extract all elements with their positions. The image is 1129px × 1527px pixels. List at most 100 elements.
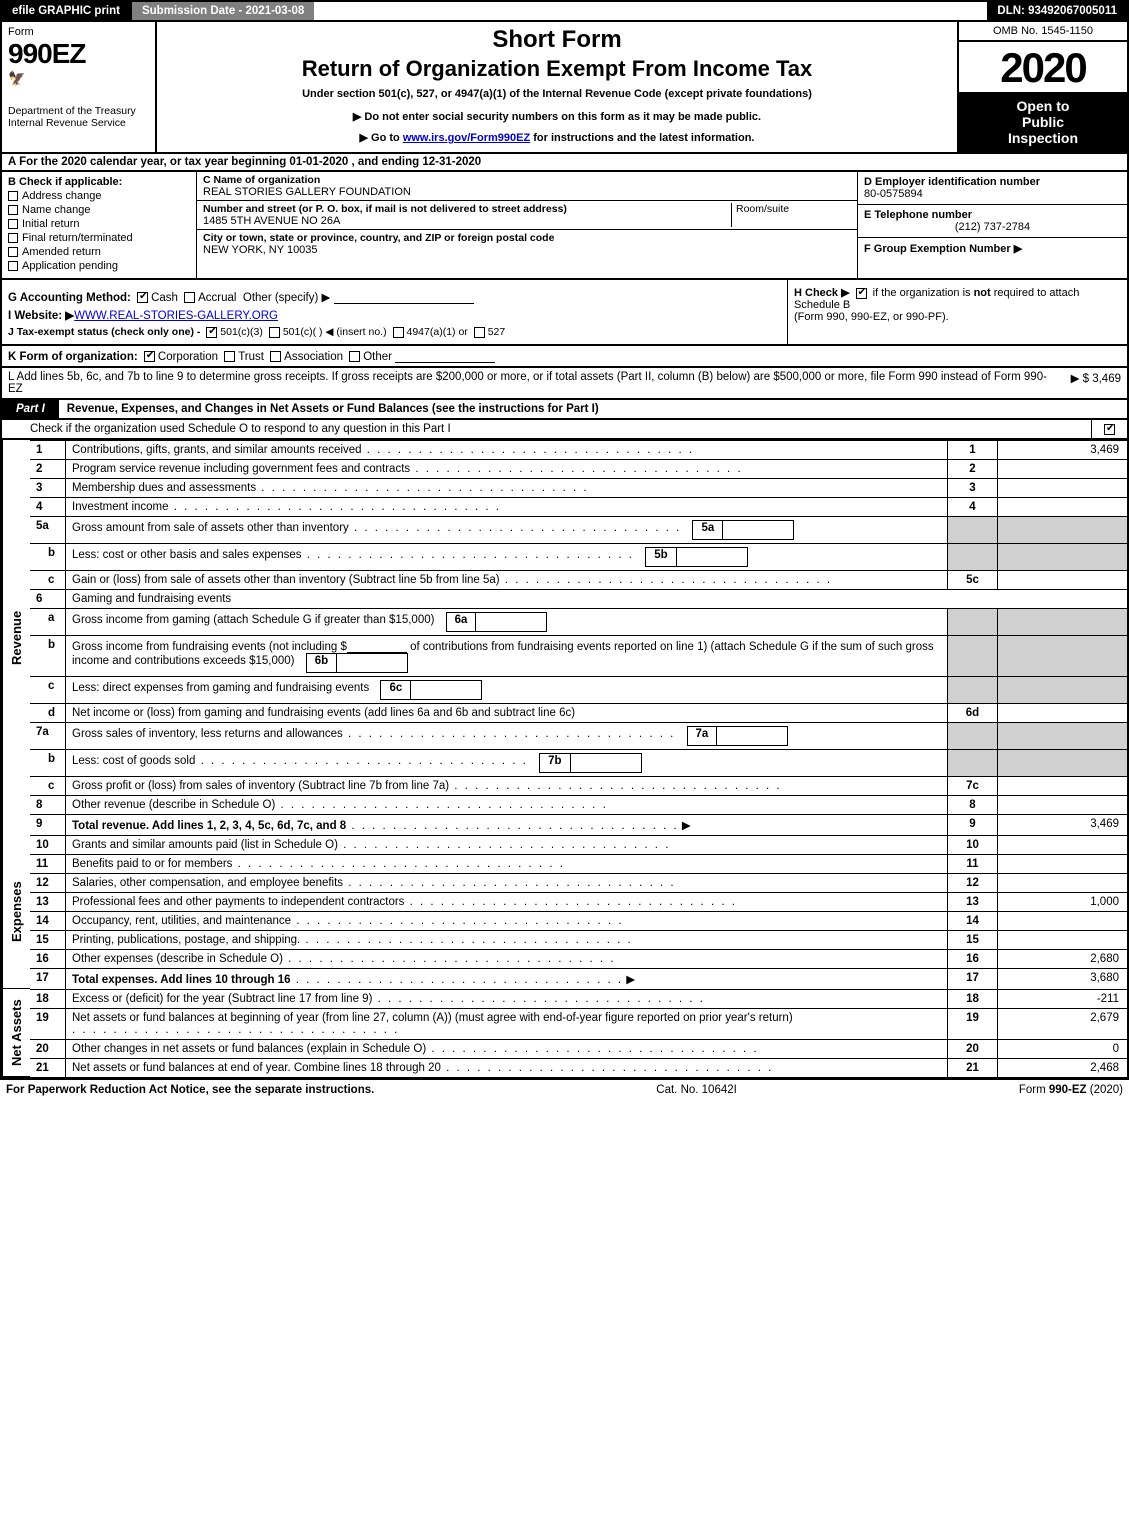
chk-final-return[interactable]: Final return/terminated <box>8 232 190 244</box>
row-a-tax-year: A For the 2020 calendar year, or tax yea… <box>0 154 1129 172</box>
open-to-public-badge: Open to Public Inspection <box>959 92 1127 152</box>
line-desc: Net assets or fund balances at beginning… <box>66 1008 947 1039</box>
chk-amended-return[interactable]: Amended return <box>8 246 190 258</box>
website-link[interactable]: WWW.REAL-STORIES-GALLERY.ORG <box>74 310 278 322</box>
phone-value: (212) 737-2784 <box>864 221 1121 233</box>
contributions-amount-field[interactable] <box>347 639 407 653</box>
line-num: 20 <box>30 1039 66 1058</box>
line-ref-shaded <box>947 516 997 543</box>
chk-address-change[interactable]: Address change <box>8 190 190 202</box>
line-desc: Other revenue (describe in Schedule O) <box>66 795 947 814</box>
line-value: 3,469 <box>997 814 1127 835</box>
chk-application-pending[interactable]: Application pending <box>8 260 190 272</box>
checkbox-icon <box>8 233 18 243</box>
line-ref-shaded <box>947 722 997 749</box>
chk-accrual[interactable] <box>184 292 195 303</box>
line-ref-shaded <box>947 749 997 776</box>
line-num: 5a <box>30 516 66 543</box>
footer-catalog: Cat. No. 10642I <box>656 1084 737 1096</box>
line-value <box>997 497 1127 516</box>
line-ref: 12 <box>947 873 997 892</box>
chk-schedule-b-not-required[interactable] <box>856 288 867 299</box>
top-bar: efile GRAPHIC print Submission Date - 20… <box>0 0 1129 22</box>
line-ref: 1 <box>947 440 997 459</box>
line-desc: Excess or (deficit) for the year (Subtra… <box>66 989 947 1008</box>
part-1-schedule-o-check: Check if the organization used Schedule … <box>0 420 1129 440</box>
line-value: 0 <box>997 1039 1127 1058</box>
part-1-checkbox[interactable] <box>1091 420 1127 438</box>
line-desc: Benefits paid to or for members <box>66 854 947 873</box>
chk-corporation[interactable] <box>144 351 155 362</box>
efile-graphic-print[interactable]: efile GRAPHIC print <box>2 2 130 20</box>
footer-form-ref: Form 990-EZ (2020) <box>1019 1084 1123 1096</box>
f-label: F Group Exemption Number ▶ <box>864 242 1121 255</box>
e-label: E Telephone number <box>864 209 1121 221</box>
line-desc: Program service revenue including govern… <box>66 459 947 478</box>
open-to-line3: Inspection <box>963 130 1123 146</box>
gh-left: G Accounting Method: Cash Accrual Other … <box>2 280 787 344</box>
line-num: d <box>30 703 66 722</box>
line-num: 13 <box>30 892 66 911</box>
topbar-spacer <box>314 2 987 20</box>
line-desc: Less: cost or other basis and sales expe… <box>66 543 947 570</box>
line-num: 6 <box>30 589 66 608</box>
addr-label: Number and street (or P. O. box, if mail… <box>203 203 731 215</box>
line-ref: 8 <box>947 795 997 814</box>
line-num: 4 <box>30 497 66 516</box>
line-num: b <box>30 543 66 570</box>
line-desc-heading: Gaming and fundraising events <box>66 589 1127 608</box>
line-desc: Total expenses. Add lines 10 through 16 <box>66 968 947 989</box>
line-desc: Gain or (loss) from sale of assets other… <box>66 570 947 589</box>
line-ref: 5c <box>947 570 997 589</box>
chk-initial-return[interactable]: Initial return <box>8 218 190 230</box>
line-desc: Gross profit or (loss) from sales of inv… <box>66 776 947 795</box>
chk-501c3[interactable] <box>206 327 217 338</box>
line-desc: Total revenue. Add lines 1, 2, 3, 4, 5c,… <box>66 814 947 835</box>
chk-4947[interactable] <box>393 327 404 338</box>
chk-501c[interactable] <box>269 327 280 338</box>
chk-name-change[interactable]: Name change <box>8 204 190 216</box>
line-value <box>997 703 1127 722</box>
line-num: 18 <box>30 989 66 1008</box>
checkbox-icon <box>8 191 18 201</box>
net-assets-side-label: Net Assets <box>2 989 30 1077</box>
footer-left: For Paperwork Reduction Act Notice, see … <box>6 1084 374 1096</box>
subline-box: 6a <box>446 612 548 632</box>
line-desc: Membership dues and assessments <box>66 478 947 497</box>
section-c-name-address: C Name of organization REAL STORIES GALL… <box>197 172 857 278</box>
open-to-line2: Public <box>963 114 1123 130</box>
chk-association[interactable] <box>270 351 281 362</box>
line-num: 3 <box>30 478 66 497</box>
chk-527[interactable] <box>474 327 485 338</box>
irs-link[interactable]: www.irs.gov/Form990EZ <box>403 132 530 144</box>
line-value <box>997 930 1127 949</box>
line-ref-shaded <box>947 635 997 676</box>
chk-other-org[interactable] <box>349 351 360 362</box>
chk-trust[interactable] <box>224 351 235 362</box>
line-ref: 13 <box>947 892 997 911</box>
checkbox-icon <box>8 247 18 257</box>
line-ref-shaded <box>947 676 997 703</box>
line-ref: 15 <box>947 930 997 949</box>
line-desc: Gross amount from sale of assets other t… <box>66 516 947 543</box>
omb-number: OMB No. 1545-1150 <box>959 22 1127 42</box>
other-specify-field[interactable] <box>334 290 474 304</box>
h-text-1: H Check ▶ <box>794 287 850 299</box>
checkbox-icon <box>8 219 18 229</box>
line-ref: 3 <box>947 478 997 497</box>
line-ref: 2 <box>947 459 997 478</box>
line-ref: 4 <box>947 497 997 516</box>
revenue-side-label: Revenue <box>2 440 30 835</box>
city-label: City or town, state or province, country… <box>203 232 851 244</box>
chk-cash[interactable] <box>137 292 148 303</box>
line-num: 1 <box>30 440 66 459</box>
line-value: 2,680 <box>997 949 1127 968</box>
line-ref: 14 <box>947 911 997 930</box>
other-org-field[interactable] <box>395 349 495 363</box>
line-ref: 6d <box>947 703 997 722</box>
subline-box: 5b <box>645 547 747 567</box>
line-desc: Net income or (loss) from gaming and fun… <box>66 703 947 722</box>
line-ref: 16 <box>947 949 997 968</box>
arrow-icon <box>623 974 635 986</box>
line-num: b <box>30 635 66 676</box>
